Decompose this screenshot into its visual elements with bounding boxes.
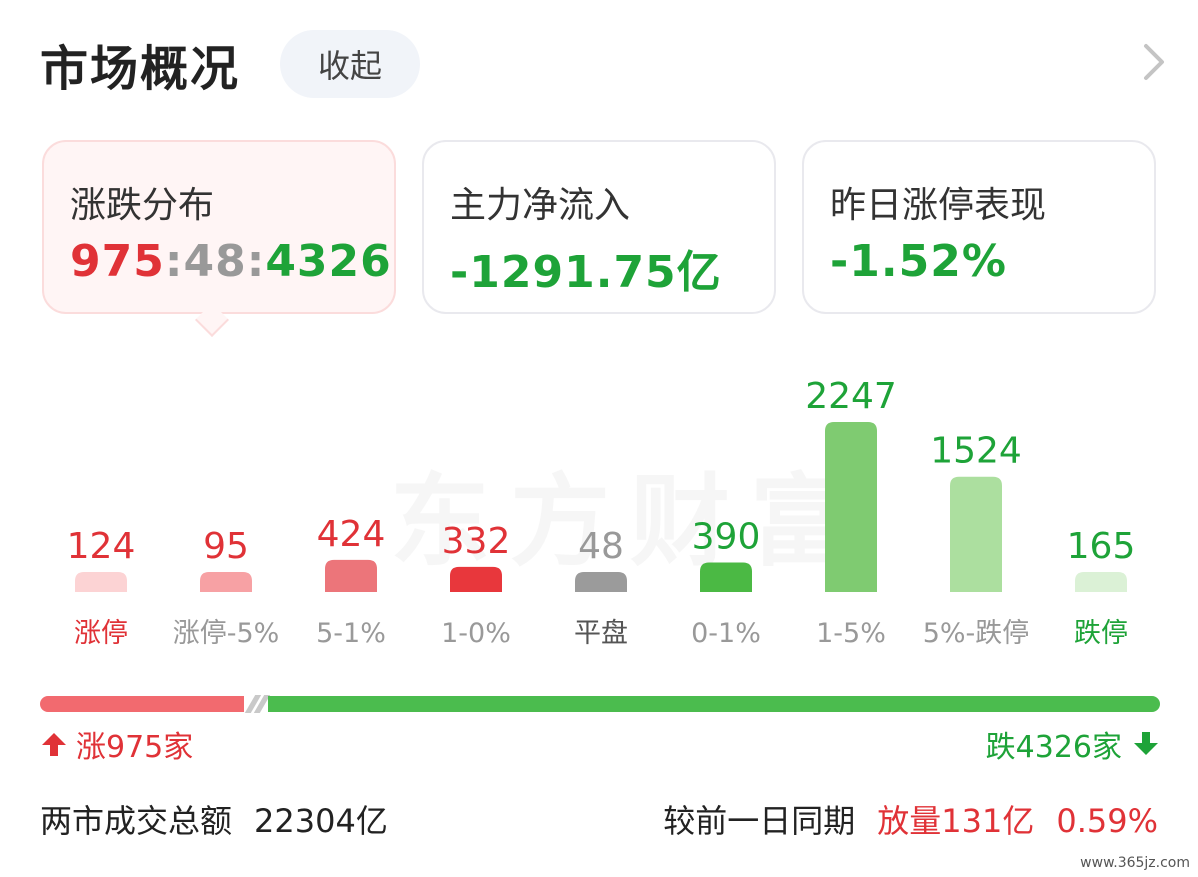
arrow-up-icon: [42, 733, 66, 756]
category-label: 5%-跌停: [923, 618, 1030, 649]
card-label: 涨跌分布: [70, 185, 215, 226]
card-value: -1.52%: [830, 236, 1007, 287]
bar-5: [700, 562, 752, 592]
ratio-separator: :: [246, 236, 266, 287]
distribution-bar-chart: 124 涨停 95 涨停-5% 424 5-1% 332 1-0% 48 平盘 390 0-1% 224…: [67, 376, 1136, 649]
page-title: 市场概况: [40, 41, 241, 97]
card-main-net-inflow[interactable]: 主力净流入 -1291.75亿: [422, 140, 776, 314]
fall-count-label: 跌4326家: [986, 722, 1160, 766]
bar-value-label: 1524: [930, 431, 1022, 472]
rise-count-text: 涨975家: [76, 730, 194, 765]
bar-value-label: 390: [692, 516, 761, 557]
header: 市场概况 收起: [40, 26, 421, 102]
turnover-total: 两市成交总额 22304亿: [40, 796, 388, 842]
category-label: 1-0%: [441, 618, 511, 649]
bar-8: [1075, 572, 1127, 592]
card-label: 昨日涨停表现: [830, 185, 1047, 226]
volume-change-pct: 0.59%: [1056, 802, 1158, 840]
bar-value-label: 2247: [805, 376, 897, 417]
breadth-up-segment: [40, 696, 244, 712]
card-up-down-distribution[interactable]: 涨跌分布 975:48:4326: [42, 140, 396, 337]
collapse-button[interactable]: 收起: [280, 30, 421, 98]
volume-change: 放量131亿: [877, 802, 1035, 840]
category-label: 涨停-5%: [173, 618, 280, 649]
category-label: 涨停: [74, 618, 128, 649]
turnover-compare: 较前一日同期 放量131亿 0.59%: [663, 796, 1158, 842]
bar-2: [325, 559, 377, 592]
card-limit-up-performance[interactable]: 昨日涨停表现 -1.52%: [802, 140, 1156, 314]
bar-value-label: 95: [203, 526, 249, 567]
turnover-value: 22304亿: [254, 802, 388, 840]
bar-value-label: 165: [1067, 526, 1136, 567]
card-label: 主力净流入: [450, 185, 631, 226]
arrow-down-icon: [1134, 732, 1158, 755]
bar-6: [825, 422, 877, 592]
bar-4: [575, 572, 627, 592]
site-watermark: www.365jz.com: [1080, 855, 1190, 871]
bar-7: [950, 476, 1002, 592]
down-count: 4326: [265, 236, 392, 287]
rise-count-label: 涨975家: [40, 722, 193, 766]
summary-cards: 涨跌分布 975:48:4326 主力净流入 -1291.75亿 昨日涨停表现 …: [42, 140, 1158, 337]
fall-count-text: 跌4326家: [985, 730, 1122, 765]
bar-value-label: 48: [578, 526, 624, 567]
ratio-separator: :: [164, 236, 184, 287]
category-label: 5-1%: [316, 618, 386, 649]
up-count: 975: [70, 236, 165, 287]
bar-value-label: 424: [317, 514, 386, 555]
card-value: -1291.75亿: [450, 247, 722, 298]
bar-1: [200, 572, 252, 592]
category-label: 跌停: [1074, 618, 1128, 649]
breadth-progress-bar: [40, 695, 1160, 713]
bar-value-label: 332: [442, 521, 511, 562]
category-label: 0-1%: [691, 618, 761, 649]
category-label: 1-5%: [816, 618, 886, 649]
flat-count: 48: [183, 236, 247, 287]
category-label: 平盘: [574, 618, 628, 649]
chevron-right-icon[interactable]: [1136, 40, 1172, 84]
bar-value-label: 124: [67, 526, 136, 567]
turnover-label: 两市成交总额: [40, 802, 233, 840]
compare-label: 较前一日同期: [663, 802, 856, 840]
card-value: 975:48:4326: [70, 236, 392, 287]
bar-0: [75, 572, 127, 592]
breadth-down-segment: [268, 696, 1160, 712]
bar-3: [450, 566, 502, 592]
